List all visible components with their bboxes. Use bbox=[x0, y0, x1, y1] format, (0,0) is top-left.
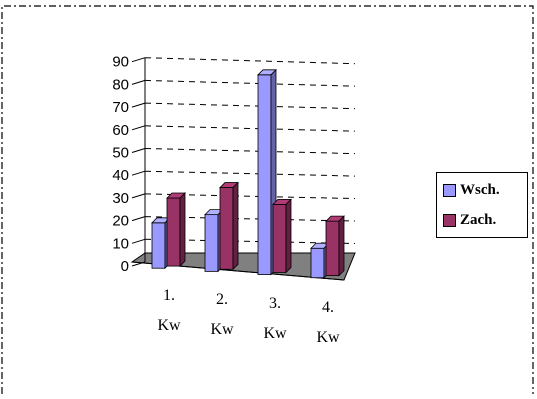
y-tick-label: 20 bbox=[112, 213, 129, 230]
x-category-label: Kw bbox=[316, 329, 340, 346]
bar-front bbox=[310, 247, 325, 279]
y-tick-label: 30 bbox=[112, 190, 129, 207]
gridline bbox=[144, 170, 356, 177]
y-tick-label: 60 bbox=[112, 122, 129, 139]
bar-front bbox=[204, 214, 219, 272]
y-tick bbox=[131, 102, 146, 108]
y-tick bbox=[131, 148, 146, 153]
y-tick bbox=[131, 238, 146, 244]
y-tick-label: 50 bbox=[112, 145, 129, 162]
legend-item-zach: Zach. bbox=[443, 211, 496, 229]
bar-front bbox=[325, 220, 340, 277]
y-tick-label: 80 bbox=[112, 76, 129, 93]
bar-side bbox=[232, 181, 239, 271]
bar-front bbox=[166, 197, 181, 267]
gridline bbox=[144, 102, 356, 110]
legend-label-zach: Zach. bbox=[460, 211, 497, 228]
bar-front bbox=[257, 74, 272, 275]
y-tick bbox=[131, 261, 146, 267]
bar-side bbox=[285, 198, 292, 274]
x-category-label: Kw bbox=[210, 321, 234, 338]
bar-side bbox=[179, 192, 186, 268]
legend-swatch-wsch bbox=[443, 183, 456, 197]
x-category-label: 3. bbox=[269, 295, 281, 312]
bar-side bbox=[338, 215, 345, 277]
y-tick-label: 70 bbox=[112, 99, 129, 116]
y-tick bbox=[131, 216, 146, 222]
y-tick-label: 90 bbox=[112, 54, 129, 71]
x-category-label: 1. bbox=[163, 287, 175, 304]
outer-frame bbox=[1, 5, 534, 394]
y-tick-label: 10 bbox=[112, 235, 129, 252]
y-tick-label: 40 bbox=[112, 167, 129, 184]
legend-item-wsch: Wsch. bbox=[443, 181, 500, 199]
y-tick bbox=[131, 193, 146, 199]
bar-front bbox=[219, 187, 234, 270]
y-tick-label: 0 bbox=[121, 258, 129, 275]
gridline bbox=[144, 57, 356, 65]
gridline bbox=[144, 79, 356, 87]
y-tick bbox=[131, 125, 146, 131]
bar-front bbox=[151, 222, 166, 269]
legend: Wsch. Zach. bbox=[436, 172, 528, 238]
legend-label-wsch: Wsch. bbox=[460, 181, 500, 198]
bar-front bbox=[272, 203, 287, 273]
x-category-label: 4. bbox=[322, 299, 334, 316]
y-tick bbox=[131, 170, 146, 176]
gridline bbox=[144, 125, 356, 132]
x-category-label: Kw bbox=[157, 317, 181, 334]
y-tick bbox=[131, 79, 146, 85]
x-category-label: 2. bbox=[216, 291, 228, 308]
legend-swatch-zach bbox=[443, 213, 456, 227]
x-category-label: Kw bbox=[263, 325, 287, 342]
y-tick bbox=[131, 57, 146, 63]
gridline bbox=[144, 148, 356, 155]
